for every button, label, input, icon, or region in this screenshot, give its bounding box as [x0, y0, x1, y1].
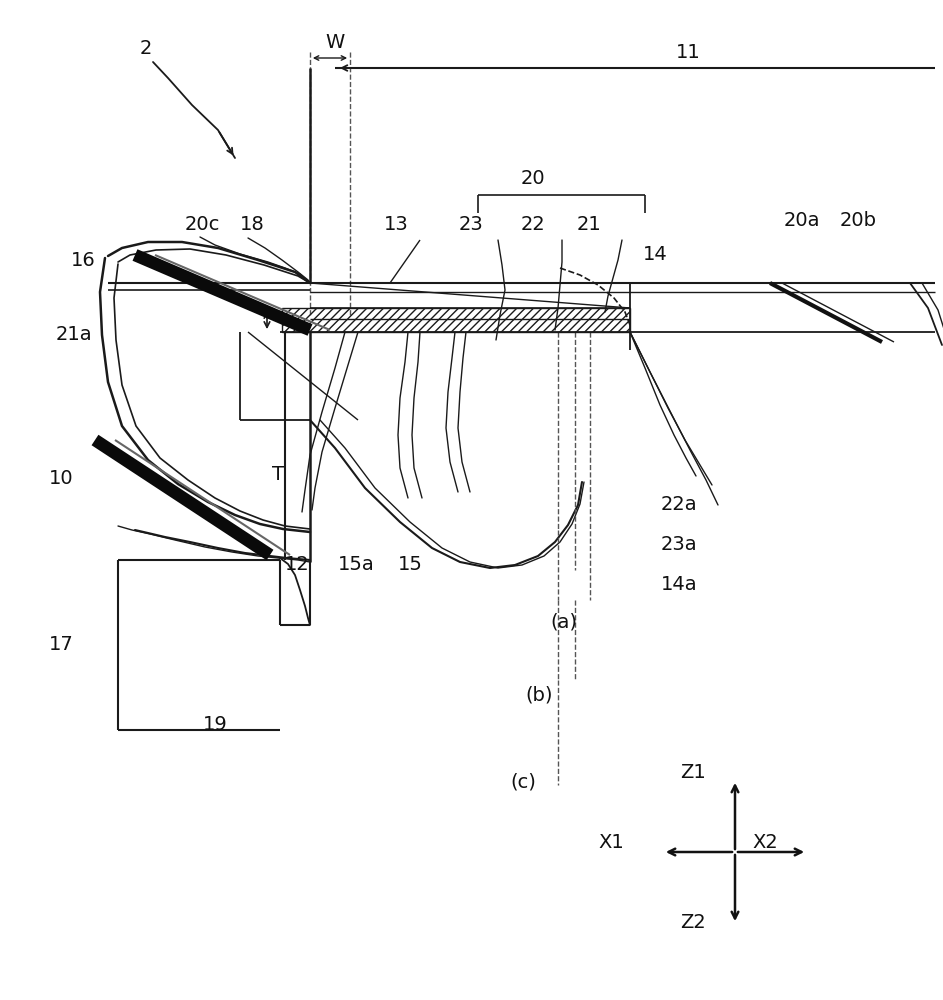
Text: 15a: 15a [339, 556, 374, 574]
Text: 14: 14 [643, 245, 668, 264]
Text: 22a: 22a [661, 495, 697, 514]
Text: 21: 21 [577, 216, 602, 234]
Text: 20c: 20c [185, 216, 221, 234]
Text: (b): (b) [525, 686, 554, 704]
Text: (c): (c) [510, 772, 537, 792]
Text: 22: 22 [521, 216, 545, 234]
Text: 18: 18 [240, 216, 265, 234]
Text: 13: 13 [384, 216, 408, 234]
Text: 11: 11 [676, 42, 701, 62]
Text: 14a: 14a [661, 576, 697, 594]
Text: Z1: Z1 [680, 762, 706, 782]
Text: 21a: 21a [56, 326, 91, 344]
Text: Z2: Z2 [680, 912, 706, 932]
Text: 10: 10 [49, 468, 74, 488]
Text: W: W [325, 32, 344, 51]
Text: 20a: 20a [784, 211, 819, 230]
Text: T: T [273, 466, 284, 485]
Text: 20: 20 [521, 168, 545, 188]
Text: 2: 2 [140, 38, 153, 57]
Text: 19: 19 [203, 716, 227, 734]
Text: 17: 17 [49, 636, 74, 654]
Text: 23: 23 [459, 216, 484, 234]
Text: 12: 12 [285, 556, 309, 574]
Text: 23a: 23a [661, 536, 697, 554]
Text: 20b: 20b [839, 211, 877, 230]
Text: X2: X2 [753, 832, 779, 852]
Text: (a): (a) [551, 612, 577, 632]
Text: X1: X1 [598, 832, 624, 852]
Bar [282, 308, 630, 332]
Text: 16: 16 [71, 250, 95, 269]
Text: 15: 15 [398, 556, 422, 574]
